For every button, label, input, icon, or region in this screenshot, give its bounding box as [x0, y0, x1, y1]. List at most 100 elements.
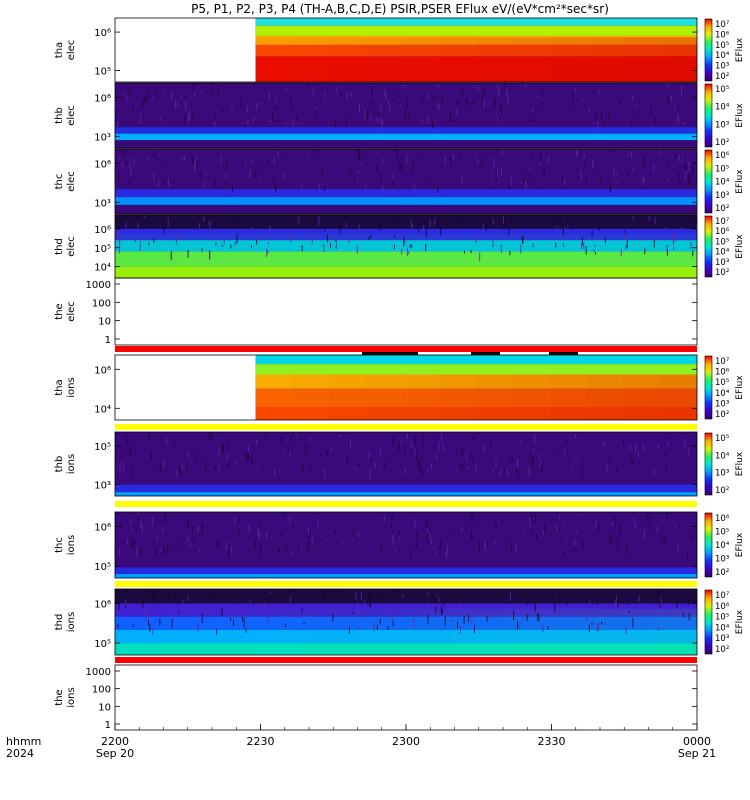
- noise-streak-thb-elec-122: [408, 112, 410, 120]
- noise-streak-thc-ions-12: [163, 547, 165, 555]
- panel-label-probe-thb-ions: thb: [54, 456, 65, 473]
- noise-streak-thc-ions-142: [634, 521, 636, 530]
- noise-streak-thd-elec-23: [483, 223, 485, 233]
- noise-streak-thb-elec-19: [654, 116, 656, 125]
- spectral-band-thc-elec-1: [115, 189, 697, 198]
- noise-streak-thd-elec-135: [356, 246, 358, 254]
- noise-streak-thc-elec-63: [632, 167, 634, 172]
- noise-streak-thd-elec-102: [394, 235, 395, 239]
- noise-streak-thc-elec-135: [530, 166, 531, 171]
- noise-streak-thb-elec-105: [677, 114, 679, 124]
- noise-streak-thd-ions-76: [332, 613, 334, 622]
- noise-streak-thb-elec-34: [393, 99, 395, 102]
- noise-streak-thd-ions-68: [243, 608, 245, 619]
- y-tick-thc-elec-1: 10³: [94, 198, 111, 209]
- noise-streak-thc-ions-108: [414, 519, 416, 529]
- noise-streak-thd-ions-90: [124, 599, 126, 604]
- noise-streak-thd-ions-147: [556, 593, 558, 602]
- noise-streak-thb-elec-36: [532, 107, 534, 112]
- noise-streak-thc-ions-7: [398, 531, 400, 535]
- time-block-tha-elec-6: [476, 37, 514, 82]
- time-block-thd-elec-8: [503, 233, 552, 278]
- noise-streak-thd-ions-87: [257, 597, 259, 602]
- noise-streak-thb-ions-93: [515, 467, 517, 473]
- noise-streak-thd-elec-72: [492, 238, 494, 248]
- noise-streak-thb-elec-97: [473, 99, 475, 106]
- noise-streak-thb-ions-92: [160, 465, 162, 473]
- noise-streak-thb-elec-156: [346, 93, 348, 101]
- spectral-band-thc-ions-1: [115, 567, 697, 575]
- noise-streak-thd-ions-44: [255, 602, 257, 606]
- noise-streak-thb-ions-84: [418, 459, 420, 466]
- noise-streak-thd-ions-137: [459, 625, 461, 635]
- panel-label-probe-thd-elec: thd: [54, 238, 65, 255]
- colorbar-tick-thc-elec-0: 10⁶: [715, 151, 730, 161]
- noise-streak-thd-ions-125: [358, 626, 360, 630]
- noise-streak-thc-ions-65: [352, 529, 354, 538]
- noise-streak-thd-elec-153: [401, 248, 403, 255]
- spectral-band-thc-elec-2: [115, 197, 697, 205]
- noise-streak-thb-ions-86: [490, 440, 492, 447]
- noise-streak-thd-ions-67: [364, 600, 365, 607]
- colorbar-thd-elec: [704, 215, 713, 278]
- noise-streak-thb-elec-17: [268, 92, 270, 101]
- noise-streak-thd-ions-159: [435, 606, 437, 614]
- noise-streak-thd-ions-131: [387, 626, 389, 631]
- noise-streak-thd-elec-86: [304, 232, 306, 236]
- panel-frame-thd-ions: [114, 588, 698, 656]
- panel-label-species-tha-ions: ions: [66, 377, 77, 397]
- noise-streak-thb-elec-16: [370, 115, 372, 122]
- noise-streak-thc-ions-25: [119, 524, 121, 528]
- noise-streak-thb-ions-90: [246, 453, 248, 463]
- noise-streak-thc-elec-28: [528, 175, 530, 178]
- noise-streak-thc-ions-64: [248, 525, 250, 534]
- noise-streak-thc-ions-13: [650, 517, 652, 522]
- noise-streak-thc-elec-41: [382, 158, 384, 162]
- noise-streak-thb-ions-15: [467, 466, 469, 470]
- noise-streak-thc-ions-136: [167, 542, 169, 553]
- noise-streak-thd-elec-141: [522, 235, 524, 245]
- noise-streak-thd-ions-2: [676, 599, 678, 608]
- noise-streak-thd-elec-45: [134, 235, 136, 243]
- noise-streak-thb-elec-14: [142, 99, 144, 107]
- noise-streak-thd-ions-103: [237, 612, 239, 619]
- time-block-tha-ions-6: [476, 374, 514, 420]
- noise-streak-thc-ions-115: [471, 531, 473, 540]
- time-block-tha-elec-4: [402, 37, 440, 82]
- noise-streak-thc-ions-68: [234, 517, 236, 525]
- colorbar-tick-thd-elec-2: 10⁵: [715, 237, 729, 247]
- noise-streak-thd-ions-56: [357, 601, 359, 611]
- noise-streak-thc-ions-94: [559, 527, 561, 530]
- noise-streak-thb-ions-44: [257, 465, 259, 468]
- noise-streak-thd-elec-96: [379, 221, 381, 231]
- noise-streak-thc-elec-72: [644, 178, 646, 182]
- noise-streak-thb-ions-0: [369, 469, 371, 480]
- noise-streak-thc-ions-93: [266, 531, 267, 539]
- noise-streak-thb-elec-103: [372, 104, 374, 107]
- noise-streak-thd-ions-32: [132, 624, 134, 627]
- noise-streak-thc-elec-86: [223, 182, 225, 189]
- noise-streak-thc-ions-133: [192, 525, 194, 533]
- noise-streak-thd-elec-76: [492, 218, 494, 225]
- noise-streak-thb-elec-70: [438, 105, 440, 109]
- noise-streak-thd-elec-15: [470, 249, 472, 254]
- colorbar-tick-thd-ions-3: 10⁴: [715, 623, 730, 633]
- noise-streak-thd-elec-80: [555, 242, 557, 248]
- noise-streak-thb-ions-68: [575, 433, 577, 439]
- spectral-band-thd-ions-0: [115, 589, 697, 604]
- noise-streak-thd-ions-127: [303, 621, 305, 625]
- noise-streak-thc-elec-137: [324, 186, 326, 192]
- noise-streak-thc-elec-29: [510, 177, 512, 187]
- noise-streak-thb-elec-60: [189, 111, 191, 121]
- noise-streak-thb-elec-86: [126, 95, 128, 102]
- noise-streak-thc-ions-120: [494, 539, 496, 544]
- noise-streak-thb-elec-40: [422, 99, 424, 103]
- mode-segment-1: [471, 352, 500, 355]
- noise-streak-thb-ions-115: [349, 439, 351, 443]
- noise-streak-thc-ions-112: [215, 542, 217, 547]
- noise-streak-thb-ions-127: [559, 454, 560, 458]
- noise-streak-thc-ions-76: [127, 538, 129, 545]
- noise-streak-thd-elec-116: [665, 227, 667, 232]
- noise-streak-thb-elec-21: [240, 98, 242, 106]
- x-year-label: 2024: [6, 747, 34, 760]
